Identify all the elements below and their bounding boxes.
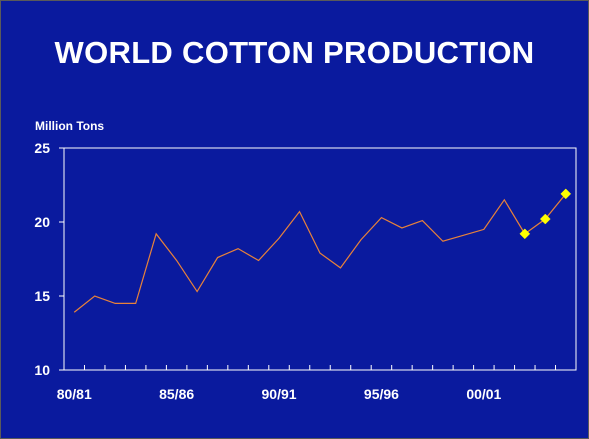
projection-marker <box>539 213 551 225</box>
x-tick-label: 95/96 <box>364 386 399 402</box>
projection-marker <box>519 228 531 240</box>
series-group <box>73 188 572 313</box>
x-ticks: 80/81 85/86 90/91 95/96 00/01 <box>57 365 557 402</box>
projection-marker <box>560 188 572 200</box>
plot-frame <box>63 147 577 371</box>
x-tick-label: 00/01 <box>466 386 501 402</box>
y-ticks: 10 15 20 25 <box>34 140 64 378</box>
y-tick-label: 20 <box>34 214 50 230</box>
x-tick-label: 85/86 <box>159 386 194 402</box>
y-tick-label: 15 <box>34 288 50 304</box>
x-tick-label: 80/81 <box>57 386 92 402</box>
y-tick-label: 25 <box>34 140 50 156</box>
x-tick-label: 90/91 <box>262 386 297 402</box>
chart-title: WORLD COTTON PRODUCTION <box>54 35 535 70</box>
y-axis-label: Million Tons <box>35 119 104 133</box>
y-tick-label: 10 <box>34 362 50 378</box>
series-line <box>73 193 567 313</box>
